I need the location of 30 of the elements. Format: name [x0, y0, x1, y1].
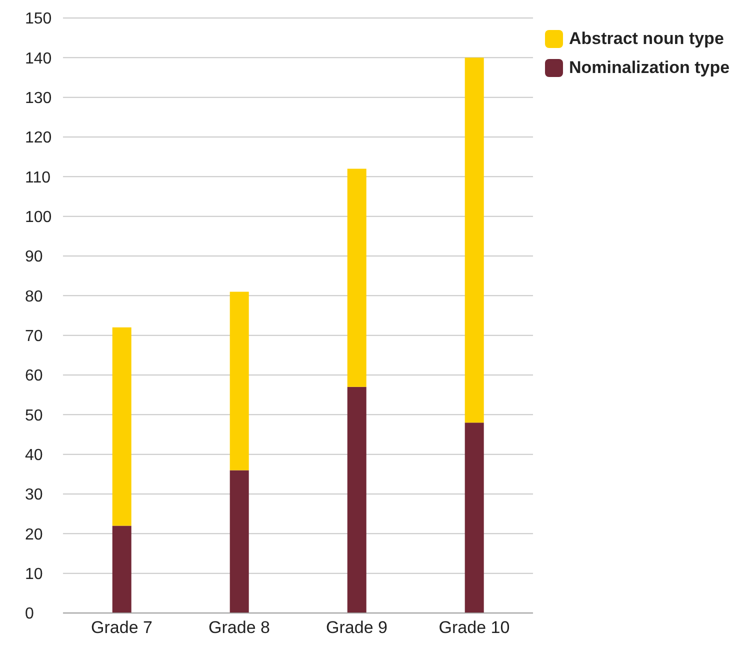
y-tick-label: 30: [25, 486, 43, 504]
y-tick-label: 150: [25, 10, 52, 28]
y-tick-label: 60: [25, 368, 43, 385]
y-tick-label: 90: [25, 248, 43, 266]
y-tick-label: 120: [25, 130, 52, 147]
bar: [347, 386, 366, 613]
y-tick-label: 10: [25, 566, 43, 584]
legend-label: Abstract noun type: [569, 28, 724, 48]
y-tick-label: 140: [25, 50, 52, 68]
bar: [230, 292, 249, 470]
y-tick-label: 70: [25, 328, 43, 346]
y-tick-label: 100: [25, 209, 52, 226]
y-tick-label: 40: [25, 447, 43, 464]
x-tick-label: Grade 7: [91, 618, 152, 638]
y-tick-label: 110: [25, 169, 51, 186]
bar: [112, 327, 132, 526]
x-tick-label: Grade 9: [326, 618, 388, 638]
legend-label: Nominalization type: [569, 58, 730, 78]
bar: [464, 422, 484, 613]
y-tick-label: 50: [25, 407, 43, 424]
bar: [347, 168, 366, 387]
y-tick-label: 80: [25, 288, 43, 306]
x-tick-label: Grade 10: [438, 618, 510, 638]
x-tick-label: Grade 8: [208, 618, 270, 638]
y-tick-label: 0: [25, 606, 34, 623]
y-tick-label: 130: [25, 90, 52, 108]
bar: [230, 470, 249, 613]
bar: [112, 526, 132, 613]
y-tick-label: 20: [25, 526, 43, 544]
bar: [464, 58, 484, 423]
